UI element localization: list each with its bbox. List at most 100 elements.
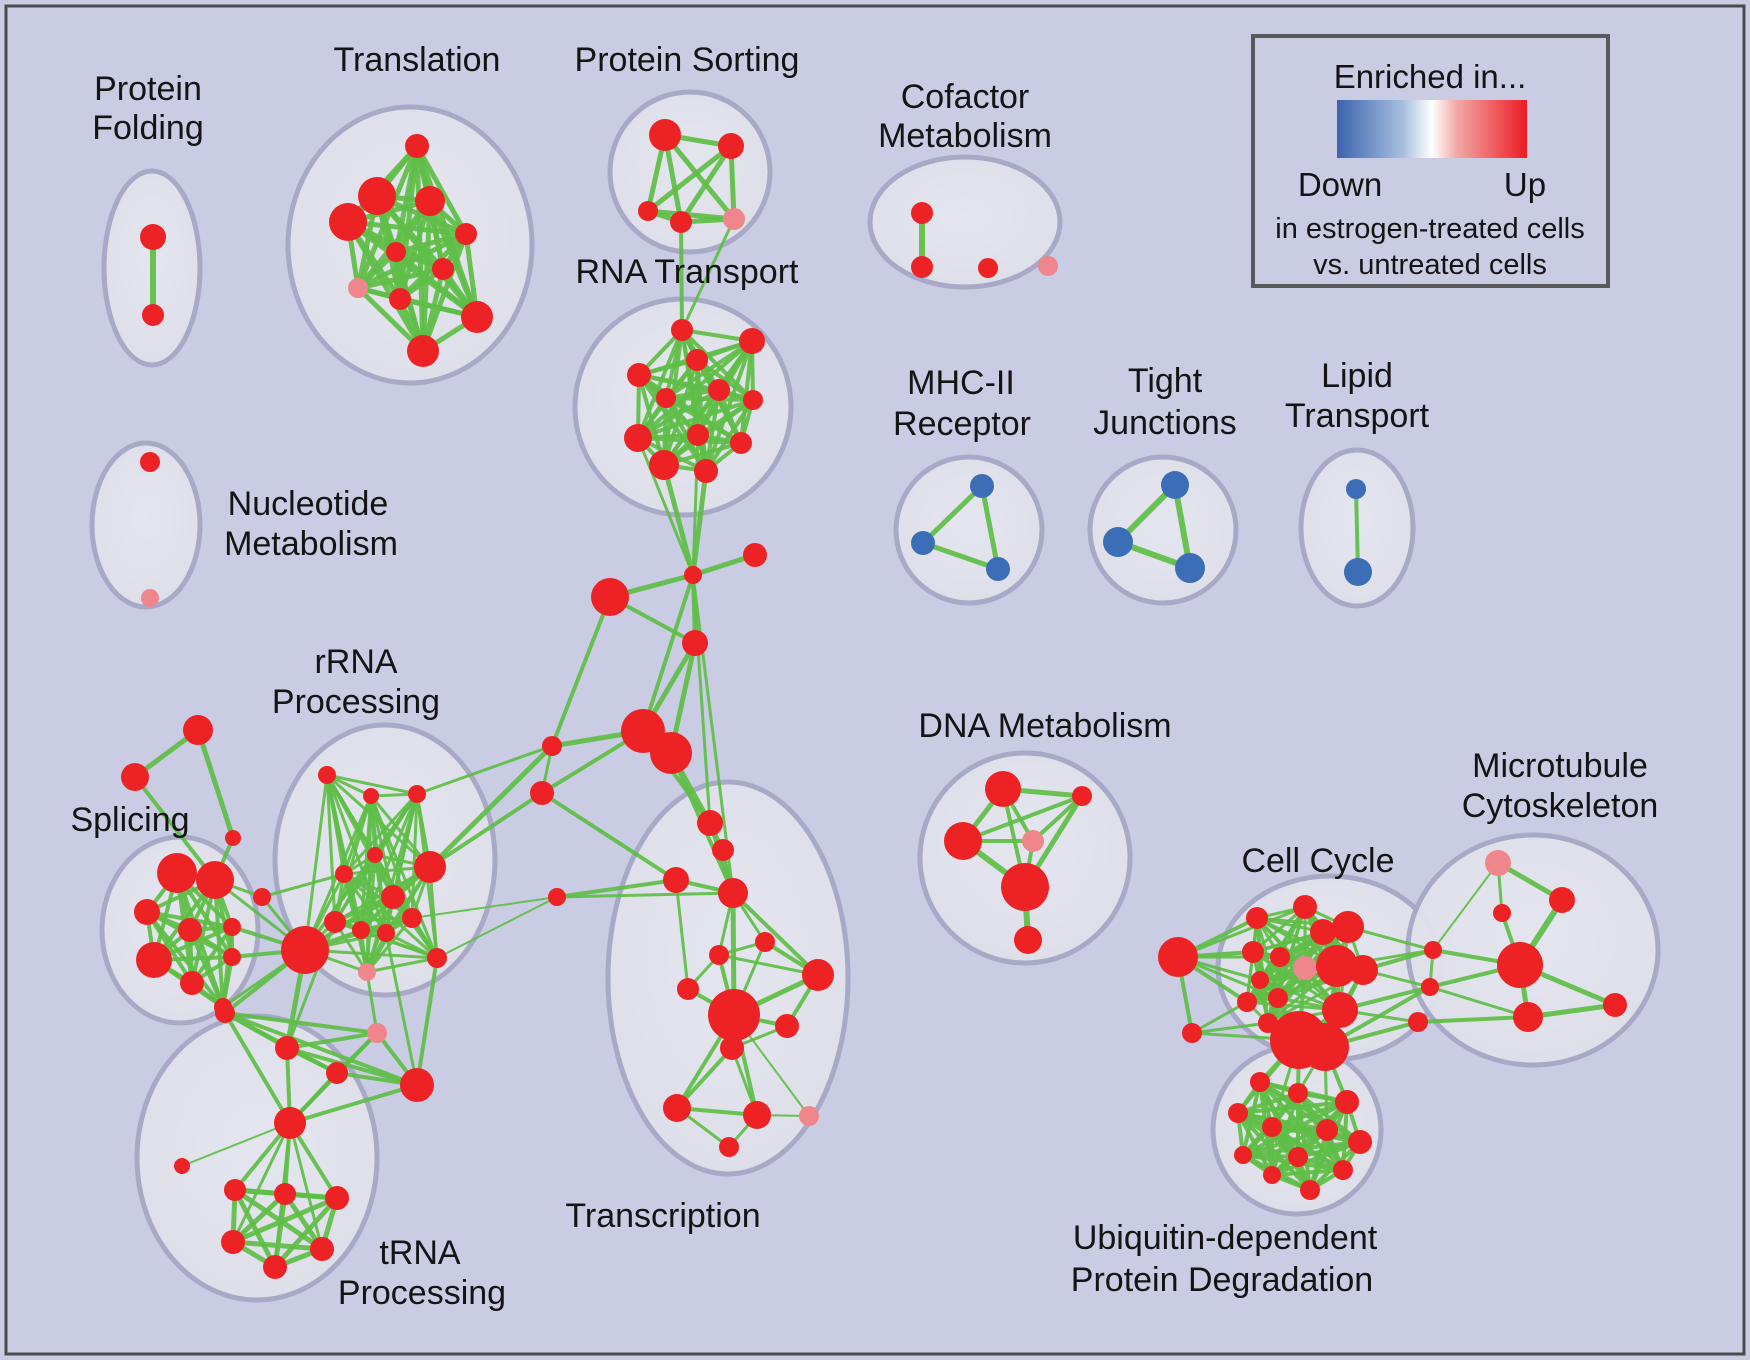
network-edge xyxy=(1416,1015,1530,1024)
network-edge xyxy=(365,956,439,974)
cluster-label: Cytoskeleton xyxy=(1462,787,1659,825)
cluster-ellipse-nucleotide-metabolism xyxy=(89,440,203,610)
gene-set-node xyxy=(542,736,562,756)
network-edge xyxy=(427,198,480,320)
network-edge xyxy=(664,396,755,402)
gene-set-node xyxy=(720,1036,744,1060)
network-edge xyxy=(345,219,426,354)
gene-set-node xyxy=(141,589,159,607)
gene-set-node xyxy=(377,924,395,942)
gene-set-node xyxy=(1103,527,1133,557)
network-edge xyxy=(731,891,820,977)
cluster-label: Tight xyxy=(1128,362,1203,400)
gene-set-node xyxy=(1344,558,1372,586)
network-edge xyxy=(415,956,439,1087)
network-edge xyxy=(690,468,709,578)
gene-set-node xyxy=(408,785,426,803)
network-edge xyxy=(717,953,820,977)
gene-set-node xyxy=(911,256,933,278)
gene-set-node xyxy=(358,963,376,981)
network-edge xyxy=(223,1011,419,1087)
network-edge xyxy=(961,794,1084,843)
gene-set-node xyxy=(677,978,699,1000)
gene-set-node xyxy=(1182,1023,1202,1043)
gene-set-node xyxy=(723,208,745,230)
network-edge xyxy=(415,744,554,796)
gene-set-node xyxy=(1001,863,1049,911)
gene-set-node xyxy=(1288,1083,1308,1103)
gene-set-node xyxy=(530,781,554,805)
gene-set-node xyxy=(1242,941,1264,963)
network-edge xyxy=(428,791,544,869)
gene-set-node xyxy=(1158,937,1198,977)
gene-set-node xyxy=(708,989,760,1041)
network-edge xyxy=(288,1083,419,1125)
gene-set-node xyxy=(1237,992,1257,1012)
legend-down-label: Down xyxy=(1298,166,1382,203)
legend-subtitle-line2: vs. untreated cells xyxy=(1313,249,1547,281)
gene-set-node xyxy=(1161,471,1189,499)
gene-set-node xyxy=(414,851,446,883)
network-edge xyxy=(645,143,734,214)
gene-set-node xyxy=(1072,786,1092,806)
cluster-label: Junctions xyxy=(1093,404,1237,442)
gene-set-node xyxy=(986,557,1010,581)
cluster-label: Protein xyxy=(94,70,202,108)
gene-set-node xyxy=(944,822,982,860)
network-edge xyxy=(133,775,217,882)
network-edge xyxy=(345,219,469,237)
network-edge xyxy=(195,727,236,841)
cluster-label: Nucleotide xyxy=(228,485,389,523)
gene-set-node xyxy=(671,319,693,341)
gene-set-node xyxy=(548,888,566,906)
gene-set-node xyxy=(1485,850,1511,876)
gene-set-node xyxy=(121,763,149,791)
network-edge xyxy=(285,1046,419,1087)
cluster-label: Translation xyxy=(334,41,501,79)
gene-set-node xyxy=(1424,941,1442,959)
network-edge xyxy=(1270,1140,1362,1177)
cluster-ellipse-cofactor-metabolism xyxy=(867,154,1063,290)
gene-set-node xyxy=(335,865,353,883)
gene-set-node xyxy=(325,1186,349,1210)
network-edge xyxy=(636,398,755,440)
network-edge xyxy=(333,916,414,924)
gene-set-node xyxy=(970,474,994,498)
gene-set-node xyxy=(324,911,346,933)
gene-set-node xyxy=(407,335,439,367)
cluster-label: tRNA xyxy=(379,1234,461,1272)
gene-set-node xyxy=(310,1237,334,1261)
gene-set-node xyxy=(263,1255,287,1279)
network-edge xyxy=(678,143,734,225)
network-edge xyxy=(1428,985,1530,1019)
network-edge xyxy=(979,483,1001,572)
gene-set-node xyxy=(326,1062,348,1084)
cluster-label: rRNA xyxy=(314,643,397,681)
gene-set-node xyxy=(223,948,241,966)
gene-set-node xyxy=(1603,993,1627,1017)
network-edge xyxy=(355,266,446,291)
network-edge xyxy=(704,398,755,473)
gene-set-node xyxy=(281,926,329,974)
network-edge xyxy=(231,1121,292,1244)
network-edge xyxy=(1432,862,1499,951)
gene-set-node xyxy=(157,853,197,893)
gene-set-node xyxy=(978,258,998,278)
gene-set-node xyxy=(650,732,692,774)
gene-set-node xyxy=(275,1036,299,1060)
network-edge xyxy=(550,595,612,748)
cluster-label: Splicing xyxy=(70,801,189,839)
cluster-label: Metabolism xyxy=(224,525,398,563)
gene-set-node xyxy=(708,379,730,401)
gene-set-node xyxy=(140,224,166,250)
gene-set-node xyxy=(1332,911,1364,943)
network-edge xyxy=(411,896,558,919)
gene-set-node xyxy=(274,1183,296,1205)
network-edge xyxy=(288,1121,324,1251)
gene-set-node xyxy=(1263,1166,1281,1184)
network-edge xyxy=(181,1122,291,1167)
legend-box xyxy=(1251,34,1610,288)
network-edge xyxy=(393,249,480,320)
